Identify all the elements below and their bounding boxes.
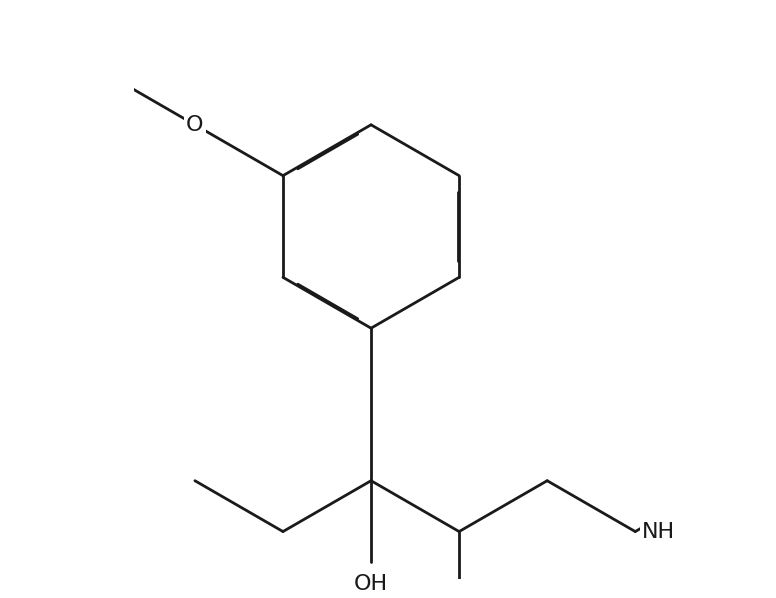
Text: OH: OH xyxy=(354,574,388,594)
Text: NH: NH xyxy=(642,521,675,542)
Text: O: O xyxy=(186,115,203,135)
